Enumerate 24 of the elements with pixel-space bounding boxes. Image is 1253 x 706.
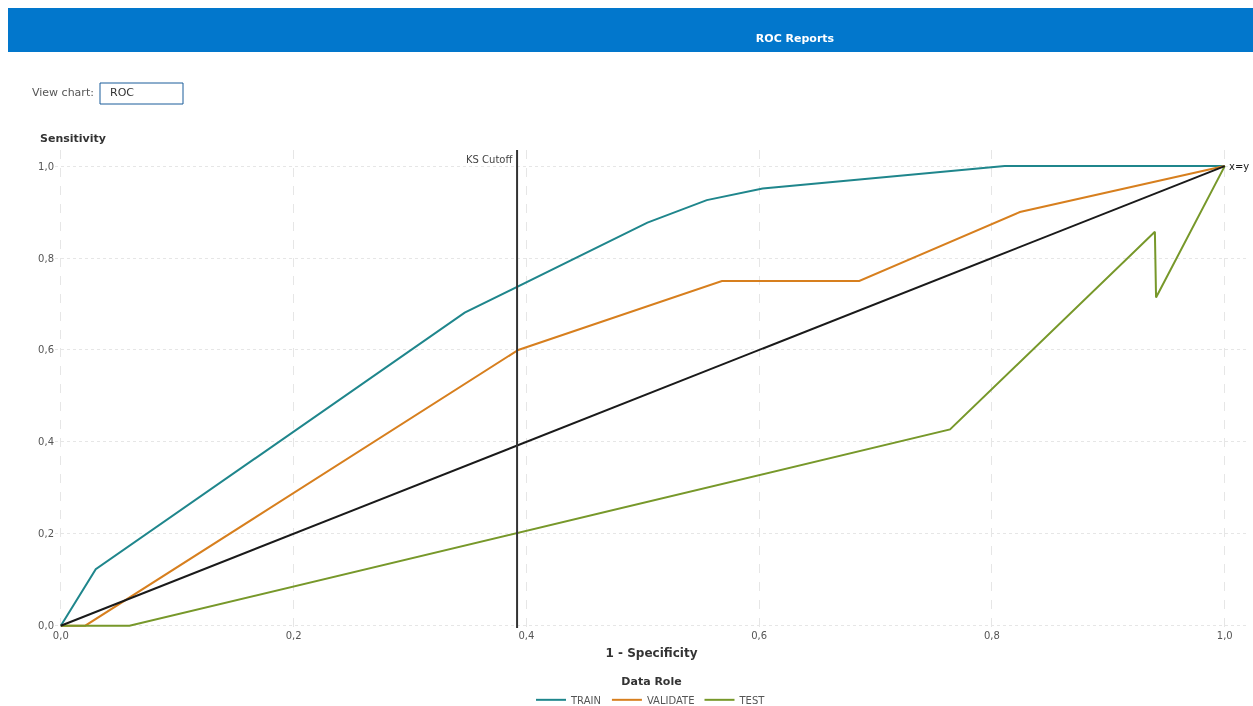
y-tick-label: 1,0 [38, 160, 54, 172]
chart-title: ROC Reports [755, 31, 835, 45]
x-tick-label: 1,0 [1216, 630, 1233, 641]
y-tick-label: 0,2 [38, 528, 54, 540]
annotation: x=y [1229, 161, 1250, 172]
x-tick-label: 0,0 [52, 630, 69, 641]
y-tick-label: 0,0 [38, 620, 54, 632]
text: View chart: [32, 86, 94, 99]
text: ROC [110, 86, 135, 99]
legend-label: VALIDATE [646, 694, 695, 706]
legend-label: TEST [738, 694, 766, 706]
y-tick-label: 0,4 [38, 436, 54, 448]
x-axis-title: 1 - Specificity [605, 645, 698, 660]
ref-line-label: KS Cutoff [466, 154, 514, 165]
x-tick-label: 0,2 [285, 630, 302, 641]
y-axis-title: Sensitivity [40, 132, 106, 145]
line-series [59, 165, 1226, 627]
x-tick-label: 0,8 [983, 630, 1000, 641]
legend-title: Data Role [621, 675, 682, 689]
x-tick-label: 0,4 [518, 630, 535, 641]
legend-label: TRAIN [570, 694, 601, 706]
x-tick-label: 0,6 [751, 630, 768, 641]
y-tick-label: 0,8 [38, 252, 54, 264]
y-tick-label: 0,6 [38, 344, 54, 356]
